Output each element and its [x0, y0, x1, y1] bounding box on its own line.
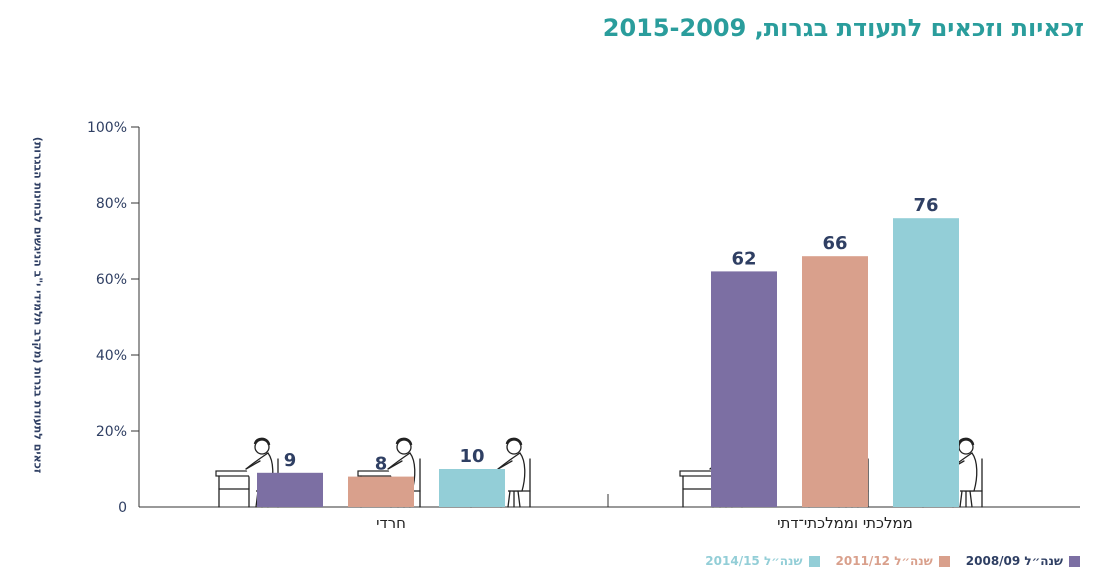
value-label: 76 [913, 195, 938, 216]
chart-title: זכאיות וזכאים לתעודת בגרות, 2015-2009 [602, 14, 1084, 42]
legend-swatch [938, 555, 950, 567]
bar [348, 476, 414, 507]
bars [257, 218, 959, 507]
legend-label: שנה״ל 2011/12 [835, 554, 933, 568]
legend-label: שנה״ל 2014/15 [705, 554, 803, 568]
category-label: חרדי [376, 514, 406, 532]
legend-item-2008-09: שנה״ל 2008/09 [966, 554, 1080, 568]
y-tick-label: 20% [96, 424, 127, 440]
value-label: 9 [284, 450, 297, 471]
category-labels: חרדי ממלכתי וממלכתי־דתי [376, 514, 913, 532]
bar [893, 218, 959, 507]
bar [711, 271, 777, 507]
y-tick-label: 80% [96, 196, 127, 212]
bar [257, 472, 323, 507]
bar [439, 469, 505, 507]
value-label: 62 [731, 248, 756, 269]
value-labels: 9 8 10 62 66 76 [284, 195, 939, 474]
y-ticks: 0 20% 40% 60% 80% 100% [87, 120, 139, 516]
y-tick-label: 0 [118, 500, 127, 516]
y-tick-label: 40% [96, 348, 127, 364]
y-tick-label: 60% [96, 272, 127, 288]
category-label: ממלכתי וממלכתי־דתי [777, 514, 913, 532]
legend: שנה״ל 2008/09 שנה״ל 2011/12 שנה״ל 2014/1… [705, 554, 1080, 568]
value-label: 66 [822, 233, 847, 254]
legend-item-2014-15: שנה״ל 2014/15 [705, 554, 820, 568]
y-tick-label: 100% [87, 120, 127, 136]
legend-swatch [1069, 555, 1080, 567]
legend-item-2011-12: שנה״ל 2011/12 [836, 554, 950, 568]
legend-label: שנה״ל 2008/09 [965, 554, 1063, 568]
bar [802, 256, 868, 507]
value-label: 10 [459, 446, 484, 467]
legend-swatch [808, 555, 820, 567]
value-label: 8 [375, 454, 388, 475]
